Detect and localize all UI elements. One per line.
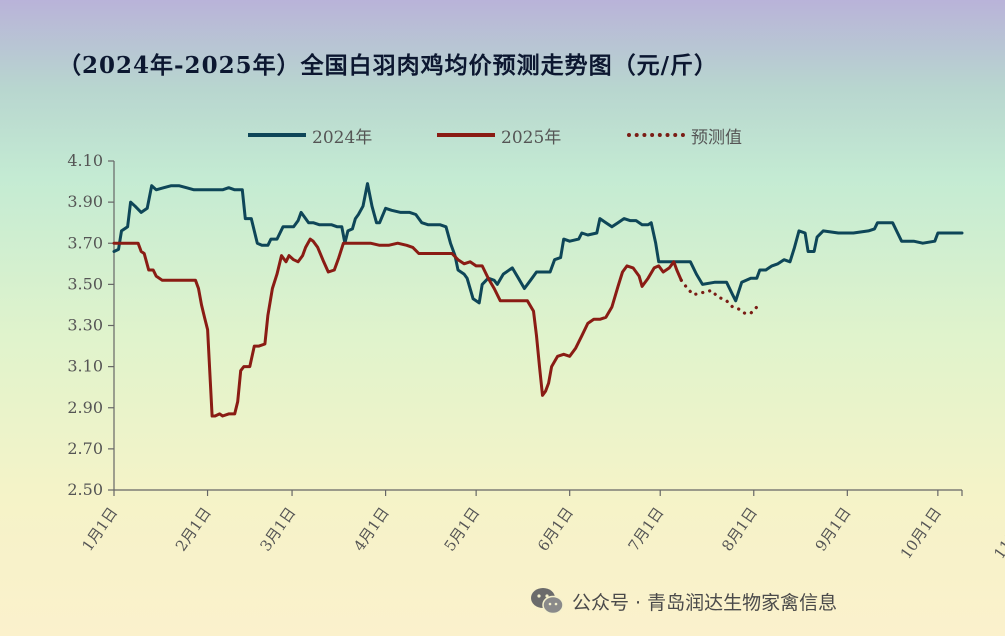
y-tick-label: 3.50 (67, 274, 103, 293)
x-tick-label: 9月1日 (812, 504, 855, 555)
legend-item-forecast: 预测值 (627, 124, 742, 148)
legend-label-forecast: 预测值 (691, 127, 742, 148)
series-line-0 (112, 182, 964, 305)
series-line-2 (679, 278, 763, 315)
legend-line-2025-icon (437, 133, 495, 137)
chart-title: （2024年-2025年）全国白羽肉鸡均价预测走势图（元/斤） (58, 52, 718, 79)
watermark: 公众号 · 青岛润达生物家禽信息 (530, 586, 837, 616)
watermark-text: 公众号 · 青岛润达生物家禽信息 (572, 591, 838, 614)
y-tick-label: 2.50 (67, 480, 103, 499)
y-tick-label: 4.10 (67, 151, 103, 170)
x-tick-label: 11月1日 (990, 504, 1005, 562)
legend-dots-forecast-icon (627, 133, 685, 137)
x-tick-label: 1月1日 (78, 504, 121, 555)
legend-line-2024-icon (248, 133, 306, 137)
x-tick-label: 6月1日 (534, 504, 577, 555)
legend-label-2024: 2024年 (312, 127, 373, 148)
x-tick-label: 5月1日 (441, 504, 484, 555)
x-tick-label: 4月1日 (350, 504, 393, 555)
y-tick-label: 3.70 (67, 233, 103, 252)
y-tick-label: 3.90 (67, 192, 103, 211)
x-tick-label: 3月1日 (256, 504, 299, 555)
chart-series (112, 182, 964, 418)
y-tick-label: 2.90 (67, 398, 103, 417)
y-tick-label: 2.70 (67, 439, 103, 458)
series-line-1 (112, 237, 683, 418)
legend-item-2024: 2024年 (248, 124, 373, 148)
y-tick-label: 3.10 (67, 357, 103, 376)
x-tick-label: 8月1日 (718, 504, 761, 555)
wechat-icon (531, 588, 564, 615)
legend-item-2025: 2025年 (437, 124, 562, 148)
x-tick-label: 10月1日 (897, 504, 945, 562)
x-tick-label: 7月1日 (625, 504, 668, 555)
legend-label-2025: 2025年 (501, 127, 562, 148)
x-tick-label: 2月1日 (172, 504, 215, 555)
y-tick-label: 3.30 (67, 316, 103, 335)
